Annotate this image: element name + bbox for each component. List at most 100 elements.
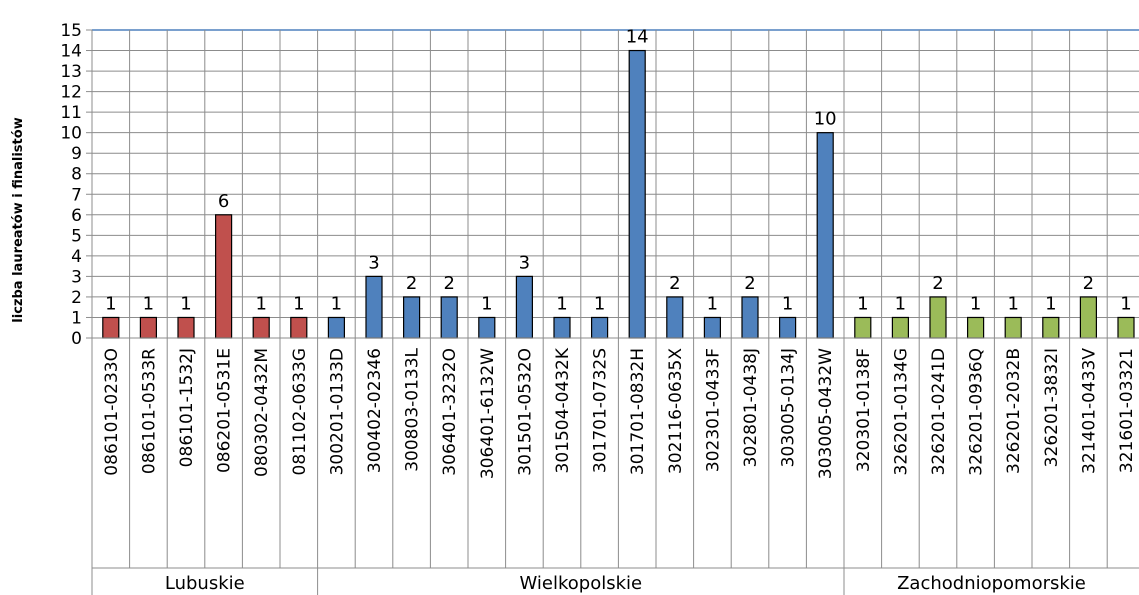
bar: [478, 316, 496, 339]
y-tick-label: 8: [71, 165, 82, 185]
y-tick-label: 13: [60, 62, 82, 82]
y-tick-label: 9: [71, 144, 82, 164]
bars: [102, 49, 1135, 339]
category-label: 302801-0438J: [741, 348, 761, 467]
data-label: 1: [180, 293, 191, 314]
bar: [590, 316, 609, 339]
bar: [816, 132, 834, 339]
category-label: 321601-03321: [1117, 348, 1137, 473]
bar: [139, 316, 157, 339]
data-label: 1: [293, 293, 304, 314]
category-label: 086201-0531E: [215, 348, 235, 473]
bar: [703, 316, 722, 339]
category-label: 320301-0138F: [854, 348, 874, 472]
data-label: 1: [1045, 293, 1056, 314]
data-label: 1: [782, 293, 793, 314]
bar: [891, 316, 910, 339]
data-label: 3: [368, 252, 379, 273]
y-tick-label: 0: [71, 329, 82, 349]
data-label: 14: [626, 27, 649, 48]
category-label: 326201-0936Q: [967, 348, 987, 476]
y-tick-label: 12: [60, 83, 82, 103]
bar: [1042, 316, 1060, 339]
category-label: 081102-0633G: [290, 348, 310, 475]
category-label: 301701-0832H: [628, 348, 648, 475]
bar: [215, 214, 233, 339]
data-label: 1: [1120, 293, 1131, 314]
y-tick-label: 7: [71, 185, 82, 205]
group-label: Zachodniopomorskie: [897, 573, 1086, 594]
data-label: 2: [744, 273, 755, 294]
y-tick-label: 2: [71, 288, 82, 308]
gridlines: [91, 29, 1139, 339]
data-label: 2: [932, 273, 943, 294]
bar: [854, 316, 872, 339]
bar: [177, 316, 195, 339]
group-label: Wielkopolskie: [520, 573, 643, 594]
bar: [1079, 296, 1098, 339]
bar: [778, 316, 797, 339]
bar: [741, 296, 759, 339]
category-label: 326201-0241D: [929, 348, 949, 475]
bar: [929, 296, 947, 339]
category-label: 321401-0433V: [1079, 348, 1099, 474]
data-label: 1: [481, 293, 492, 314]
data-label: 1: [594, 293, 605, 314]
bar: [327, 316, 345, 339]
category-label: 306401-3232O: [440, 348, 460, 476]
bar: [966, 316, 985, 339]
data-label: 2: [443, 273, 454, 294]
data-label: 1: [895, 293, 906, 314]
category-label: 306401-6132W: [478, 348, 498, 479]
category-label: 303005-0432W: [816, 348, 836, 479]
category-label: 086101-1532J: [177, 348, 197, 467]
category-label: 080302-0432M: [252, 348, 272, 477]
y-tick-label: 14: [60, 42, 82, 62]
group-labels: Lubuskie Wielkopolskie Zachodniopomorskie: [165, 573, 1086, 594]
bar: [290, 316, 308, 339]
category-label: 300402-02346: [365, 348, 385, 473]
data-label: 1: [707, 293, 718, 314]
category-label: 302116-0635X: [666, 348, 686, 474]
group-label: Lubuskie: [165, 573, 245, 594]
data-label: 1: [255, 293, 266, 314]
category-label: 301504-0432K: [553, 347, 573, 473]
data-label: 1: [105, 293, 116, 314]
category-label: 086101-0533R: [139, 348, 159, 474]
bar: [1004, 316, 1022, 339]
bar: [102, 316, 120, 339]
y-tick-label: 5: [71, 226, 82, 246]
y-tick-label: 10: [60, 124, 82, 144]
category-label: 301701-0732S: [591, 348, 611, 473]
bar: [515, 275, 534, 339]
y-axis-label: liczba laureatów i finalistów: [11, 117, 26, 322]
y-tick-label: 1: [71, 308, 82, 328]
category-label: 302301-0433F: [703, 348, 723, 472]
bar: [553, 316, 571, 339]
data-label: 1: [970, 293, 981, 314]
data-label: 10: [814, 109, 837, 130]
bar: [252, 316, 270, 339]
category-label: 086101-0233O: [102, 348, 122, 476]
data-label: 1: [1007, 293, 1018, 314]
y-tick-label: 11: [60, 103, 82, 123]
data-label: 1: [143, 293, 154, 314]
bar: [440, 296, 458, 339]
bar: [1117, 316, 1135, 339]
data-label: 2: [1083, 273, 1094, 294]
bar: [403, 296, 421, 339]
category-label: 326201-2032B: [1004, 348, 1024, 474]
y-tick-label: 4: [71, 247, 82, 267]
bar: [628, 49, 646, 339]
data-label: 1: [331, 293, 342, 314]
data-label: 1: [857, 293, 868, 314]
axes: [86, 29, 1139, 595]
category-label: 300803-0133L: [403, 347, 423, 471]
y-tick-label: 3: [71, 267, 82, 287]
data-label: 6: [218, 191, 229, 212]
data-label: 1: [556, 293, 567, 314]
category-label: 326201-3832I: [1042, 348, 1062, 467]
